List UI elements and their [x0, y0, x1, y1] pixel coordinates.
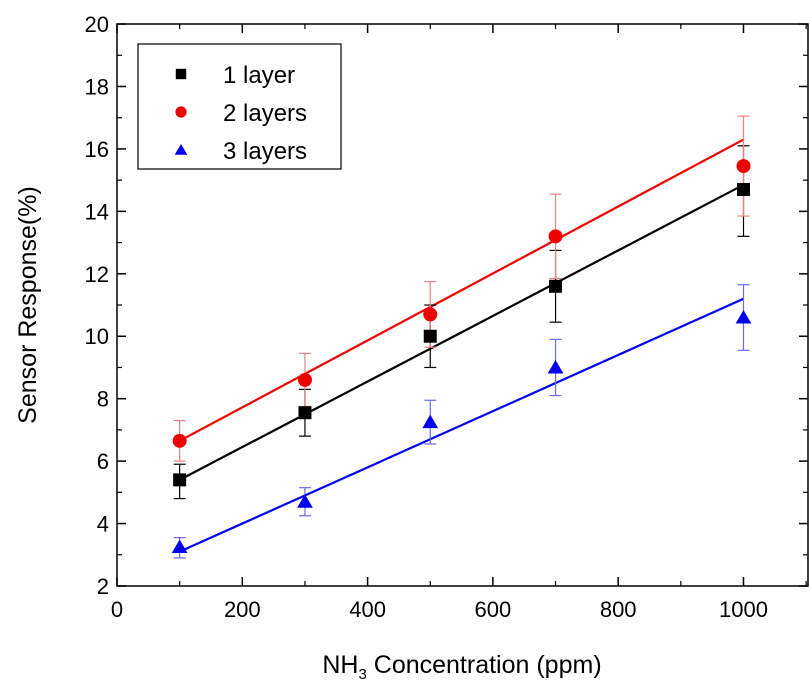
data-point-series-1	[549, 279, 563, 293]
x-tick-label: 1000	[719, 597, 768, 622]
data-markers	[171, 159, 752, 553]
legend-label-2: 2 layers	[223, 100, 307, 127]
legend-label-3: 3 layers	[223, 138, 307, 165]
y-tick-label: 18	[85, 74, 109, 99]
x-tick-label: 0	[111, 597, 123, 622]
x-axis-title: NH3 Concentration (ppm)	[322, 651, 601, 683]
data-point-series-2	[736, 159, 751, 174]
legend-label-1: 1 layer	[223, 62, 295, 89]
y-tick-label: 10	[85, 324, 109, 349]
data-point-series-2	[548, 229, 563, 244]
legend-marker-2	[175, 106, 187, 118]
y-tick-label: 6	[97, 449, 109, 474]
data-point-series-3	[171, 539, 188, 553]
fit-line-2	[179, 138, 745, 442]
data-point-series-1	[737, 183, 750, 197]
fit-lines	[179, 138, 745, 553]
fit-line-1	[179, 183, 745, 481]
data-point-series-3	[297, 494, 313, 508]
data-point-series-1	[298, 406, 312, 420]
data-point-series-1	[173, 473, 187, 487]
y-tick-label: 20	[85, 12, 109, 37]
data-point-series-3	[735, 310, 752, 324]
legend-box	[137, 43, 342, 170]
axis-ticks: 0 200 400 600 800 1000 2 4 6 8 10 12 14 16 18 20	[85, 12, 808, 622]
x-tick-label: 200	[224, 597, 261, 622]
y-tick-label: 2	[97, 574, 109, 599]
legend-marker-3	[174, 144, 188, 155]
data-point-series-2	[172, 433, 187, 448]
data-point-series-2	[423, 307, 438, 322]
y-tick-label: 4	[97, 512, 109, 537]
y-axis-title: Sensor Response(%)	[14, 186, 42, 424]
fit-line-3	[179, 297, 744, 553]
x-axis-title-main: NH	[322, 651, 358, 679]
y-tick-label: 8	[97, 387, 109, 412]
x-tick-label: 600	[475, 597, 512, 622]
data-point-series-3	[422, 414, 439, 429]
x-axis-title-subscript: 3	[358, 666, 366, 683]
y-tick-label: 14	[85, 199, 109, 224]
data-point-series-1	[423, 329, 437, 343]
x-tick-label: 800	[600, 597, 637, 622]
legend-marker-1	[175, 68, 187, 80]
y-tick-label: 12	[85, 262, 109, 287]
data-point-series-3	[547, 359, 564, 374]
x-axis-title-rest: Concentration (ppm)	[367, 651, 602, 679]
x-tick-label: 400	[349, 597, 386, 622]
data-point-series-2	[297, 372, 312, 387]
y-tick-label: 16	[85, 137, 109, 162]
legend: 1 layer 2 layers 3 layers	[137, 43, 342, 170]
